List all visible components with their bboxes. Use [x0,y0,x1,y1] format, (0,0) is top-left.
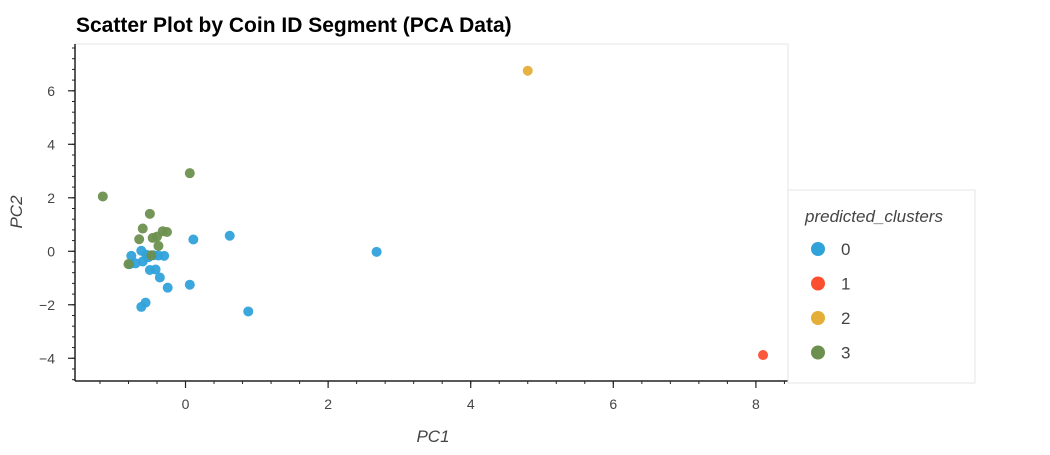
legend-label-3: 3 [841,344,850,363]
axes: 0 2 4 6 8 −4 −2 0 2 4 6 [39,44,788,412]
legend-label-0: 0 [841,240,850,259]
y-axis-label: PC2 [7,195,26,229]
scatter-point-cluster-0[interactable] [136,301,147,312]
legend-items: 0 1 2 3 [811,240,850,363]
scatter-point-cluster-0[interactable] [224,230,235,241]
chart-title: Scatter Plot by Coin ID Segment (PCA Dat… [76,14,512,37]
legend-marker-1 [811,276,825,291]
scatter-point-cluster-3[interactable] [123,259,134,270]
scatter-point-cluster-0[interactable] [154,272,165,283]
points-layer [97,65,769,361]
scatter-point-cluster-0[interactable] [371,246,382,257]
scatter-point-cluster-0[interactable] [243,306,254,317]
y-tick-label: −2 [39,297,55,313]
scatter-point-cluster-1[interactable] [758,350,769,361]
scatter-point-cluster-3[interactable] [151,231,162,242]
scatter-point-cluster-3[interactable] [97,191,108,202]
x-tick-label: 0 [182,396,190,412]
scatter-point-cluster-0[interactable] [126,250,137,261]
scatter-point-cluster-3[interactable] [146,250,157,261]
scatter-point-cluster-3[interactable] [153,240,164,251]
plot-area [74,43,789,382]
legend-title: predicted_clusters [804,207,943,226]
scatter-point-cluster-3[interactable] [137,223,148,234]
scatter-point-cluster-0[interactable] [162,282,173,293]
y-tick-label: −4 [39,350,55,366]
y-tick-label: 2 [47,190,55,206]
y-tick-label: 0 [47,243,55,259]
legend-label-1: 1 [841,275,850,294]
scatter-point-cluster-3[interactable] [144,208,155,219]
x-tick-label: 6 [609,396,617,412]
scatter-point-cluster-0[interactable] [159,250,170,261]
x-tick-label: 8 [752,396,760,412]
x-axis-label: PC1 [416,427,449,446]
scatter-point-cluster-3[interactable] [161,227,172,238]
legend-marker-3 [811,345,825,360]
y-tick-label: 6 [47,83,55,99]
x-tick-label: 2 [324,396,332,412]
legend: predicted_clusters 0 1 2 3 [787,189,976,384]
scatter-point-cluster-0[interactable] [184,279,195,290]
scatter-point-cluster-2[interactable] [522,65,533,76]
scatter-point-cluster-3[interactable] [184,168,195,179]
scatter-point-cluster-3[interactable] [134,234,145,245]
legend-marker-0 [811,242,825,256]
y-tick-label: 4 [47,136,55,152]
x-tick-label: 4 [467,396,475,412]
scatter-point-cluster-0[interactable] [188,234,199,245]
legend-marker-2 [811,311,825,325]
legend-label-2: 2 [841,309,850,328]
scatter-point-cluster-0[interactable] [150,264,161,275]
